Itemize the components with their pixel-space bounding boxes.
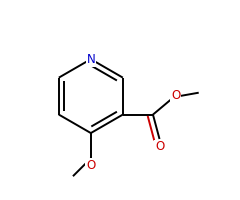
Text: O: O [155,140,164,153]
Text: N: N [86,53,95,66]
Text: O: O [86,159,96,172]
Text: O: O [171,89,180,102]
